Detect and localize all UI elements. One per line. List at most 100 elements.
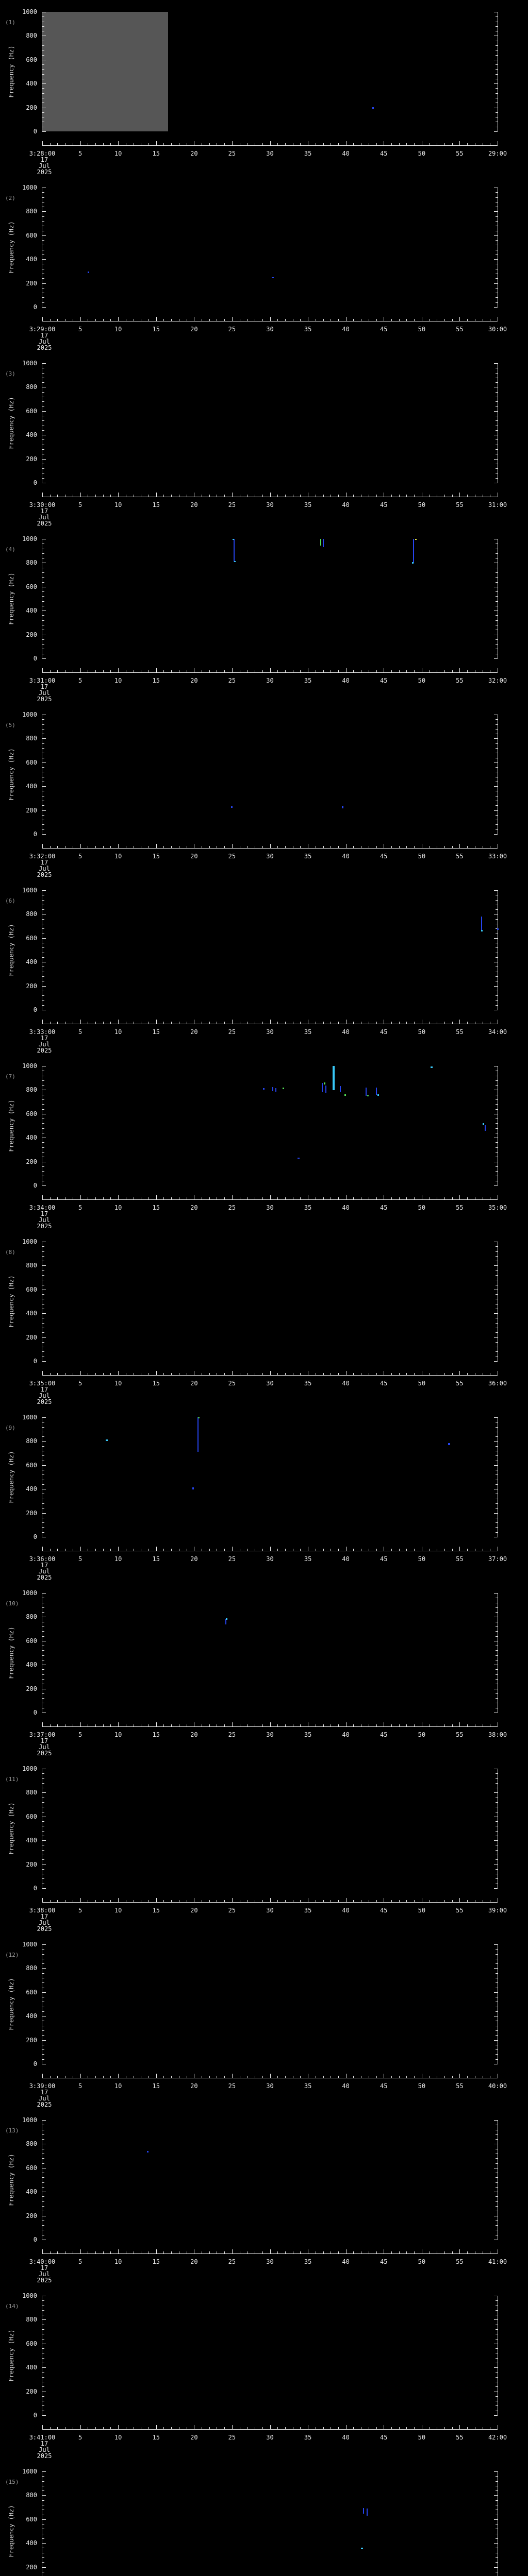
y-tick: [42, 824, 44, 825]
y-tick: [42, 468, 44, 469]
x-tick: [80, 141, 81, 145]
date-line-label: Jul: [39, 689, 50, 697]
x-tick-label: 10: [114, 326, 122, 333]
x-tick: [247, 1373, 248, 1375]
x-tick: [406, 2076, 407, 2078]
x-tick: [232, 668, 233, 672]
y-tick: [42, 240, 44, 241]
x-tick: [42, 493, 43, 497]
x-tick: [323, 670, 324, 672]
y-tick-label: 400: [26, 80, 37, 88]
x-tick-label: 20: [190, 1380, 198, 1387]
x-tick: [209, 1022, 210, 1024]
y-tick: [494, 459, 498, 460]
x-tick: [57, 1900, 58, 1902]
detection-mark: [367, 1095, 369, 1097]
detection-mark: [366, 2509, 368, 2516]
y-tick: [496, 2557, 498, 2558]
x-tick: [80, 2249, 81, 2253]
y-tick: [42, 2338, 44, 2340]
x-tick: [300, 319, 301, 321]
y-tick: [42, 2011, 44, 2012]
y-tick-label: 1000: [22, 887, 37, 894]
y-tick: [494, 2519, 498, 2520]
x-tick: [50, 1197, 51, 1199]
x-tick: [452, 670, 453, 672]
y-tick: [494, 1792, 498, 1793]
y-tick: [496, 2500, 498, 2501]
y-tick: [496, 1954, 498, 1955]
x-end-time-label: 38:00: [488, 1731, 507, 1738]
x-tick: [148, 846, 150, 848]
y-tick: [496, 240, 498, 241]
detection-mark: [263, 1088, 265, 1090]
x-tick-label: 35: [304, 1380, 312, 1387]
y-tick: [496, 1256, 498, 1257]
x-start-time-label: 3:29:00: [29, 326, 56, 333]
y-tick: [496, 478, 498, 479]
x-tick: [118, 844, 119, 848]
y-tick: [496, 297, 498, 298]
x-tick: [50, 319, 51, 321]
x-tick-label: 30: [266, 1380, 274, 1387]
y-tick: [496, 1142, 498, 1143]
y-tick: [494, 1513, 498, 1514]
x-tick: [209, 495, 210, 497]
date-line-label: 17: [40, 1035, 48, 1042]
date-line-label: 17: [40, 683, 48, 690]
panel-number-label: (7): [5, 1073, 15, 1080]
y-tick: [42, 1000, 44, 1001]
x-tick: [80, 2425, 81, 2429]
y-tick: [42, 1099, 44, 1100]
x-tick-label: 55: [456, 2258, 464, 2265]
x-axis: [42, 2253, 498, 2254]
detection-mark: [272, 277, 274, 279]
x-tick: [57, 670, 58, 672]
y-tick: [496, 1831, 498, 1832]
x-tick: [323, 1373, 324, 1375]
spectrogram-panel: (2) Frequency (Hz) 0 200 400 600 800 1000 3:29:0…: [0, 176, 528, 351]
y-tick-label: 400: [26, 2012, 37, 2020]
y-tick: [494, 2367, 498, 2368]
spectrogram-panel: (6) Frequency (Hz) 0 200 400 600 800 1000 3:33:0…: [0, 878, 528, 1054]
y-tick: [494, 2040, 498, 2041]
x-tick: [80, 1020, 81, 1024]
y-tick: [496, 1821, 498, 1822]
detection-mark: [377, 1094, 380, 1096]
x-tick: [452, 495, 453, 497]
x-tick-label: 30: [266, 501, 274, 509]
x-tick-label: 30: [266, 2258, 274, 2265]
x-tick: [42, 1195, 43, 1199]
y-tick: [42, 947, 44, 948]
x-tick-label: 55: [456, 853, 464, 860]
x-tick: [103, 1197, 104, 1199]
y-tick: [42, 2358, 44, 2359]
x-tick: [118, 1020, 119, 1024]
x-tick: [118, 1898, 119, 1902]
y-tick: [42, 728, 44, 730]
x-tick-label: 50: [418, 326, 426, 333]
spectrogram-panel: (14) Frequency (Hz) 0 200 400 600 800 1000 3:41:…: [0, 2284, 528, 2460]
y-tick-label: 0: [33, 1182, 37, 1189]
x-tick-label: 10: [114, 1907, 122, 1914]
date-line-label: Jul: [39, 1216, 50, 1224]
x-tick: [163, 1900, 164, 1902]
y-tick: [42, 1185, 46, 1186]
x-tick: [323, 846, 324, 848]
y-tick: [494, 411, 498, 412]
y-tick-label: 1000: [22, 1062, 37, 1070]
x-tick-label: 25: [228, 677, 236, 684]
date-line-label: 17: [40, 2089, 48, 2096]
x-tick: [110, 1900, 111, 1902]
y-tick: [494, 938, 498, 939]
date-line-label: Jul: [39, 1041, 50, 1048]
x-tick: [262, 1022, 263, 1024]
y-tick: [42, 1840, 46, 1841]
y-tick: [42, 829, 44, 830]
y-tick: [494, 658, 498, 659]
x-start-time-label: 3:30:00: [29, 501, 56, 509]
x-tick-label: 35: [304, 1731, 312, 1738]
x-tick: [353, 1724, 354, 1726]
x-tick: [376, 319, 377, 321]
x-tick: [444, 1724, 445, 1726]
